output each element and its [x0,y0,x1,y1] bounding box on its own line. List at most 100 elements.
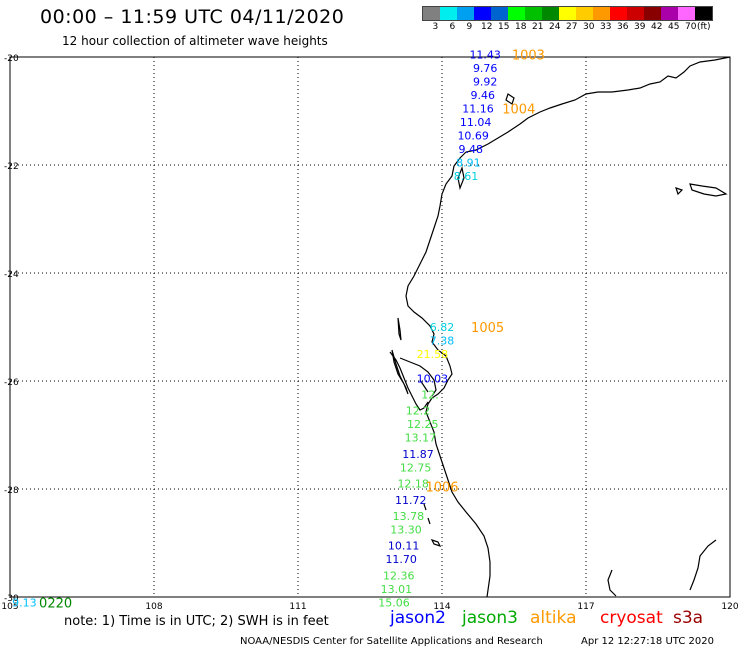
legend-swatch [525,7,542,20]
wave-height-obs: 13.30 [390,524,422,537]
legend-label: 9 [466,22,473,32]
island-bernier [397,317,402,341]
legend-swatch [695,7,712,20]
wave-height-obs: 9.92 [473,75,498,88]
coastline-southeast-fragment [607,539,717,597]
footer-note: note: 1) Time is in UTC; 2) SWH is in fe… [64,614,329,629]
legend-swatch [644,7,661,20]
legend-swatch [661,7,678,20]
coastline-western-australia [405,56,731,598]
satellite-jason3: jason3 [462,608,518,628]
wave-height-obs: 10.03 [417,372,449,385]
wave-height-obs: 12.18 [397,478,429,491]
time-mark: 1006 [425,480,458,495]
wave-height-obs: 8.61 [454,170,479,183]
time-mark: 1005 [471,321,504,336]
lon-label: 114 [433,602,450,612]
legend-swatch [508,7,525,20]
lon-label: 111 [289,602,306,612]
wave-height-obs: 11.87 [402,448,434,461]
wave-height-obs: 12.2 [406,405,431,418]
observations: 11.439.769.929.4611.1611.0410.699.488.91… [12,48,501,609]
wave-height-obs: 9.76 [473,62,498,75]
lon-label: 108 [145,602,162,612]
legend-label: 42 [651,22,663,32]
legend-label: 21 [532,22,544,32]
satellite-cryosat: cryosat [600,608,663,628]
lon-label: 117 [577,602,594,612]
wave-height-obs: 21.58 [417,348,449,361]
wave-height-obs: 10.11 [388,540,420,553]
legend-swatch [576,7,593,20]
time-mark: 1004 [502,102,535,117]
legend-label: 24 [549,22,561,32]
lon-label: 120 [721,602,738,612]
legend-label: 18 [515,22,527,32]
legend-label: 12 [481,22,493,32]
wave-height-obs: 9.48 [459,143,484,156]
wave-height-obs: 11.16 [462,102,494,115]
legend-swatch [559,7,576,20]
lat-label: -30 [4,594,19,604]
lon-labels: 105 108 111 114 117 120 [1,602,738,612]
wave-height-obs: 12.25 [407,418,439,431]
legend-swatch [457,7,474,20]
time-mark: 0220 [39,596,72,611]
wave-height-obs: 12.75 [400,461,432,474]
lat-label: -20 [4,54,19,64]
island-barrow [505,93,515,105]
legend-label: 70 [685,22,697,32]
lat-label: -26 [4,378,19,388]
legend-label: 45 [668,22,680,32]
legend-swatch [593,7,610,20]
wave-height-obs: 12.36 [383,569,415,582]
satellite-jason2: jason2 [390,608,446,628]
coastline-shark-bay [389,351,437,411]
legend-label: 6 [449,22,456,32]
map-frame [9,56,731,598]
legend-swatch [423,7,440,20]
title: 00:00 – 11:59 UTC 04/11/2020 [40,6,345,28]
legend-label: 33 [600,22,612,32]
satellite-s3a: s3a [673,608,704,628]
subtitle: 12 hour collection of altimeter wave hei… [62,34,328,48]
legend-label: 15 [498,22,510,32]
island-rottnest [430,538,442,548]
legend-swatch [678,7,695,20]
satellite-altika: altika [530,608,577,628]
time-mark: 1003 [512,48,545,63]
wave-height-obs: 12. [421,389,439,402]
wave-height-obs: 8.91 [456,156,481,169]
lat-labels: -20 -22 -24 -26 -28 -30 [4,54,19,604]
wave-height-obs: 10.69 [457,129,489,142]
wave-height-obs: 9.13 [12,596,37,609]
legend-label: 39 [634,22,646,32]
wave-height-obs: 13.17 [405,432,437,445]
timestamp: Apr 12 12:27:18 UTC 2020 [581,636,714,647]
wave-height-obs: 15.06 [378,596,410,609]
wave-height-color-legend [422,6,713,21]
legend-swatch [610,7,627,20]
island-ningaloo [457,165,465,191]
wave-height-obs: 11.70 [385,553,417,566]
lat-label: -22 [4,162,19,172]
lat-label: -28 [4,486,19,496]
legend-swatch [627,7,644,20]
grid [10,57,730,597]
islands-northeast [675,183,728,197]
legend-label: 3 [432,22,439,32]
wave-height-obs: 13.01 [381,583,413,596]
time-marks: 1003 1004 1005 1006 0220 [39,48,545,611]
wave-height-obs: 11.43 [469,48,501,61]
legend-label: 36 [617,22,629,32]
legend-swatch [440,7,457,20]
island-abrolhos [423,503,431,525]
legend-swatch [491,7,508,20]
wave-height-obs: 9.46 [471,89,496,102]
wave-height-obs: 6.82 [430,321,455,334]
legend-label: 30 [583,22,595,32]
lat-label: -24 [4,270,19,280]
wave-height-obs: 7.38 [430,335,455,348]
wave-height-obs: 13.78 [393,510,425,523]
